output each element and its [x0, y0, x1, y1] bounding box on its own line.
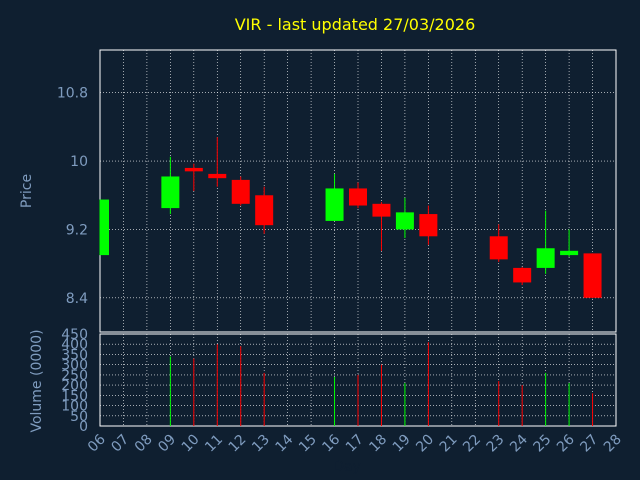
candle-bullish	[395, 197, 414, 238]
price-grid	[100, 50, 616, 332]
volume-tick-label: 50	[70, 409, 88, 425]
candle-body	[184, 167, 203, 172]
price-tick-label: 10	[70, 154, 88, 170]
candle-bullish	[536, 210, 555, 274]
candle-body	[372, 203, 391, 217]
candle-bearish	[349, 182, 367, 209]
candle-body	[349, 188, 367, 206]
candle-body	[419, 214, 438, 237]
candle-body	[536, 248, 555, 268]
x-ticks: 06 07 08 09 10 11 12 13 14 15 16 17 18 19 20 21 22 23 24 25…	[85, 431, 625, 455]
candle-body	[489, 236, 508, 260]
volume-grid	[100, 333, 616, 427]
candle-body	[583, 253, 602, 298]
volume-tick-label: 100	[61, 399, 88, 415]
candle-body	[161, 176, 180, 209]
volume-tick-label: 150	[61, 388, 88, 404]
candle-bearish	[583, 253, 602, 298]
candle-bullish	[560, 229, 579, 257]
chart-title: VIR - last updated 27/03/2026	[235, 15, 476, 34]
candle-bearish	[184, 163, 203, 191]
volume-tick-label: 450	[61, 327, 88, 343]
volume-tick-label: 300	[61, 358, 88, 374]
candle-bearish	[489, 224, 508, 262]
candle-bearish	[372, 202, 391, 251]
candle-bearish	[231, 176, 250, 206]
candle-bearish	[255, 186, 274, 234]
candles	[99, 137, 602, 298]
candle-body	[231, 179, 250, 204]
candle-bearish	[513, 267, 532, 285]
volume-tick-label: 0	[79, 419, 88, 435]
volume-tick-label: 200	[61, 378, 88, 394]
candle-body	[208, 173, 227, 179]
volume-tick-label: 350	[61, 347, 88, 363]
candle-body	[100, 199, 109, 256]
price-tick-label: 10.8	[57, 86, 88, 102]
volume-bars	[169, 342, 594, 426]
volume-tick-label: 250	[61, 368, 88, 384]
candle-body	[513, 267, 532, 283]
candle-body	[325, 188, 344, 221]
price-tick-label: 9.2	[66, 222, 88, 238]
candle-bullish	[99, 199, 109, 256]
candle-body	[395, 212, 414, 230]
price-y-ticks: 8.4 9.2 10 10.8	[57, 86, 88, 307]
candle-body	[255, 195, 274, 226]
x-axis-label: Day	[333, 459, 361, 475]
candle-body	[560, 250, 579, 256]
price-tick-label: 8.4	[66, 291, 88, 307]
candle-bearish	[208, 137, 227, 187]
candle-bullish	[325, 173, 344, 221]
candle-bearish	[419, 205, 438, 245]
volume-axis-label: Volume (0000)	[29, 329, 45, 432]
candle-bullish	[161, 156, 180, 215]
price-axis-label: Price	[19, 174, 35, 208]
volume-tick-label: 400	[61, 337, 88, 353]
